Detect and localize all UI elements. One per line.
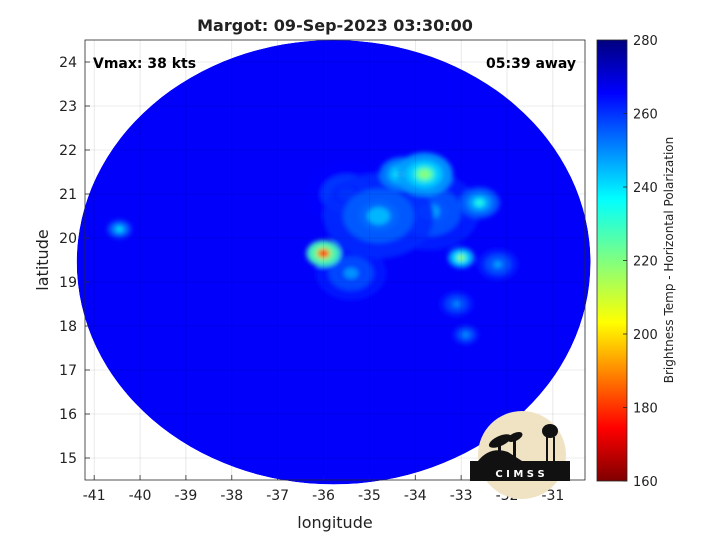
colorbar [596,39,628,482]
x-tick-label: -37 [266,488,289,504]
axes-frame [84,39,586,481]
x-tick-label: -36 [312,488,335,504]
y-axis-label: latitude [33,229,52,290]
heatmap-feature [477,248,519,280]
colorbar-tick-label: 240 [633,181,658,196]
colorbar-tick-label: 180 [633,402,658,417]
vmax-annotation: Vmax: 38 kts [93,56,196,72]
heatmap-feature [107,219,132,239]
cimss-logo-text: C I M S S [495,469,544,480]
y-tick-label: 20 [59,231,77,247]
x-tick-label: -39 [174,488,197,504]
y-tick-label: 16 [59,407,77,423]
heatmap-feature [323,173,435,259]
y-tick-label: 22 [59,143,77,159]
colorbar-tick-label: 280 [633,34,658,49]
time-away-annotation: 05:39 away [486,56,576,72]
colorbar-tick-label: 160 [633,475,658,490]
colorbar-ticks: 160 180 200 220 240 260 280 [623,34,658,490]
x-tick-label: -34 [404,488,427,504]
heatmap-feature [452,324,479,345]
colorbar-tick-label: 260 [633,108,658,123]
y-tick-label: 17 [59,363,77,379]
heatmap-feature [439,290,474,318]
heatmap-swath [76,40,591,485]
y-axis-ticks: 15 16 17 18 19 20 21 22 23 24 [59,55,90,467]
y-tick-label: 19 [59,275,77,291]
x-tick-label: -35 [358,488,381,504]
x-tick-label: -31 [541,488,564,504]
y-tick-label: 21 [59,187,77,203]
heatmap-feature [459,187,500,219]
heatmap-feature [306,240,341,267]
heatmap-feature [448,247,475,268]
x-tick-label: -41 [83,488,106,504]
y-tick-label: 18 [59,319,77,335]
y-tick-label: 23 [59,99,77,115]
x-axis-label: longitude [297,513,372,532]
y-tick-label: 24 [59,55,77,71]
colorbar-label: Brightness Temp - Horizontal Polarizatio… [662,137,676,384]
chart-title: Margot: 09-Sep-2023 03:30:00 [197,16,473,35]
colorbar-tick-label: 220 [633,255,658,270]
cimss-logo: C I M S S [470,411,570,499]
x-tick-label: -33 [450,488,473,504]
x-tick-label: -38 [220,488,243,504]
colorbar-tick-label: 200 [633,328,658,343]
y-tick-label: 15 [59,451,77,467]
x-tick-label: -40 [129,488,152,504]
heatmap-feature [396,152,453,196]
